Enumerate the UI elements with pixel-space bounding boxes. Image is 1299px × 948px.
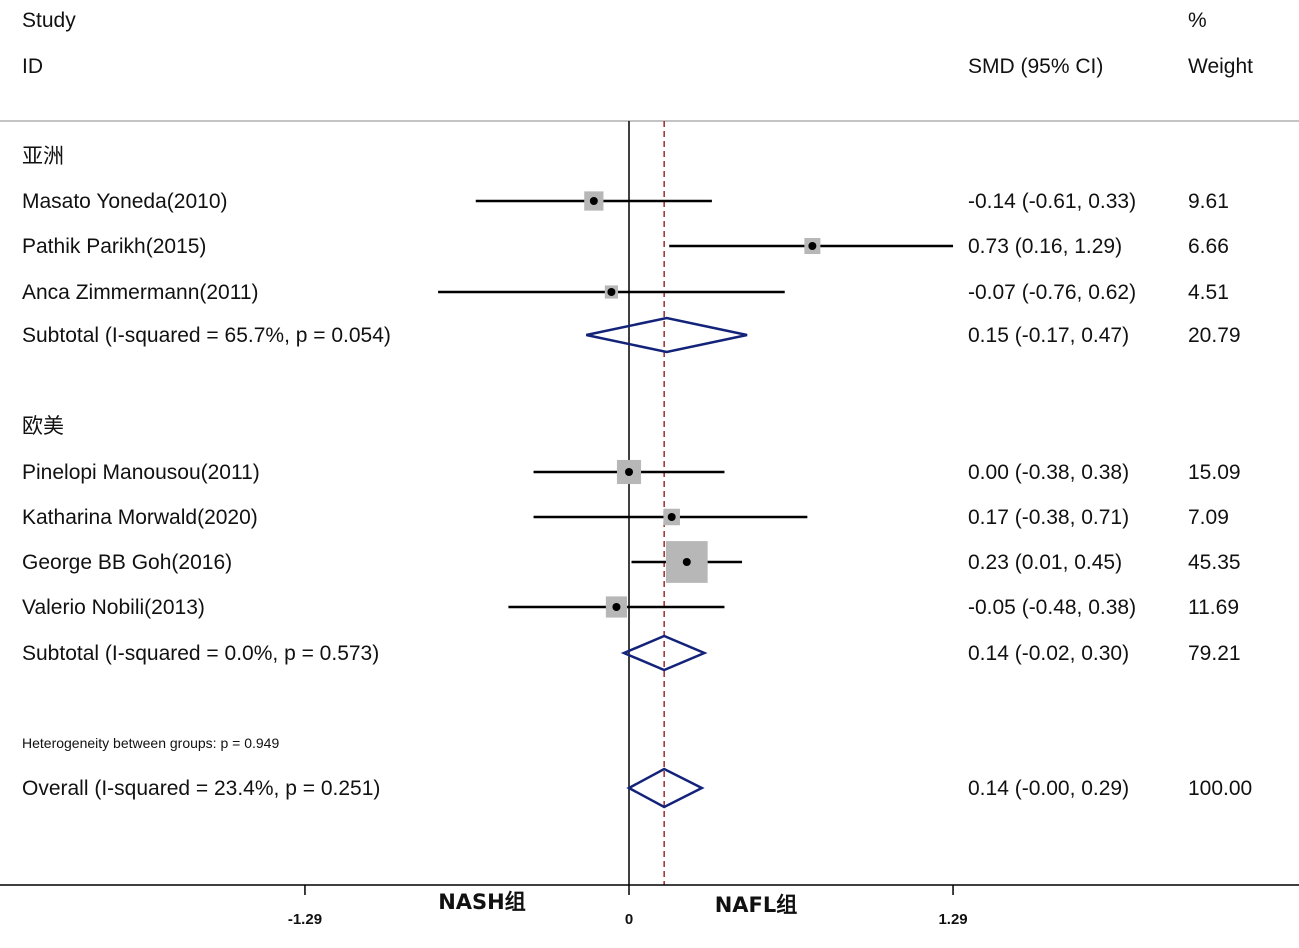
subtotal-ci-text: 0.15 (-0.17, 0.47): [968, 324, 1129, 347]
study-label: George BB Goh(2016): [22, 551, 232, 574]
effect-ci-text: 0.00 (-0.38, 0.38): [968, 461, 1129, 484]
heterogeneity-note: Heterogeneity between groups: p = 0.949: [22, 735, 279, 751]
header-percent: %: [1188, 9, 1207, 32]
point-estimate: [667, 513, 676, 521]
x-tick-label: 0: [625, 911, 633, 928]
x-tick-label: 1.29: [938, 911, 967, 928]
subtotal-ci-text: 0.14 (-0.02, 0.30): [968, 642, 1129, 665]
weight-text: 45.35: [1188, 551, 1241, 574]
header-id: ID: [22, 55, 43, 78]
overall-diamond: [626, 767, 705, 809]
group-title: 欧美: [22, 415, 64, 438]
effect-ci-text: -0.05 (-0.48, 0.38): [968, 596, 1136, 619]
point-estimate: [589, 197, 598, 205]
study-label: Valerio Nobili(2013): [22, 596, 205, 619]
side-label-right: NAFL组: [715, 893, 798, 917]
effect-ci-text: -0.07 (-0.76, 0.62): [968, 281, 1136, 304]
header-study: Study: [22, 9, 76, 32]
header-effect: SMD (95% CI): [968, 55, 1103, 78]
point-estimate: [682, 558, 691, 566]
point-estimate: [625, 468, 633, 476]
overall-weight-text: 100.00: [1188, 777, 1252, 800]
point-estimate: [612, 603, 621, 611]
subtotal-diamond: [620, 634, 708, 672]
effect-ci-text: 0.73 (0.16, 1.29): [968, 235, 1122, 258]
effect-ci-text: 0.23 (0.01, 0.45): [968, 551, 1122, 574]
subtotal-weight-text: 20.79: [1188, 324, 1241, 347]
study-label: Pinelopi Manousou(2011): [22, 461, 260, 484]
weight-text: 15.09: [1188, 461, 1241, 484]
header-weight: Weight: [1188, 55, 1253, 78]
study-label: Katharina Morwald(2020): [22, 506, 258, 529]
effect-ci-text: -0.14 (-0.61, 0.33): [968, 190, 1136, 213]
overall-label: Overall (I-squared = 23.4%, p = 0.251): [22, 777, 380, 800]
weight-text: 6.66: [1188, 235, 1229, 258]
study-label: Pathik Parikh(2015): [22, 235, 206, 258]
study-label: Anca Zimmermann(2011): [22, 281, 259, 304]
point-estimate: [808, 242, 817, 250]
study-label: Masato Yoneda(2010): [22, 190, 228, 213]
effect-ci-text: 0.17 (-0.38, 0.71): [968, 506, 1129, 529]
subtotal-diamond: [586, 316, 748, 354]
weight-text: 9.61: [1188, 190, 1229, 213]
subtotal-label: Subtotal (I-squared = 0.0%, p = 0.573): [22, 642, 379, 665]
point-estimate: [607, 288, 616, 296]
weight-text: 7.09: [1188, 506, 1229, 529]
x-tick-label: -1.29: [288, 911, 322, 928]
weight-text: 11.69: [1188, 596, 1239, 619]
side-label-left: NASH组: [438, 890, 526, 914]
group-title: 亚洲: [22, 145, 64, 168]
subtotal-weight-text: 79.21: [1188, 642, 1241, 665]
overall-ci-text: 0.14 (-0.00, 0.29): [968, 777, 1129, 800]
weight-text: 4.51: [1188, 281, 1229, 304]
subtotal-label: Subtotal (I-squared = 65.7%, p = 0.054): [22, 324, 391, 347]
